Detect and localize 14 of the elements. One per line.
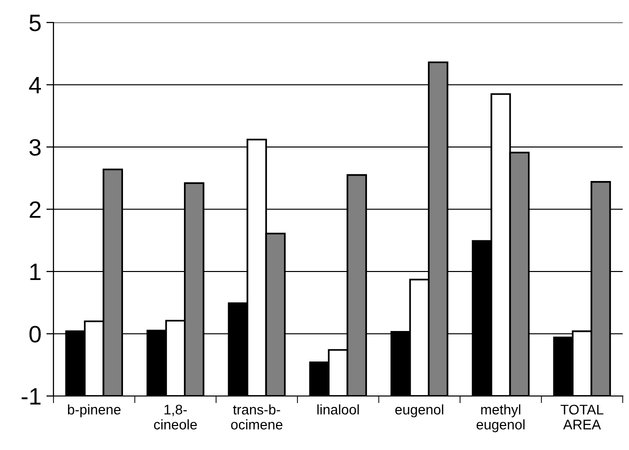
x-tick-label: linalool: [317, 404, 359, 415]
y-tick-label: 5: [29, 14, 41, 32]
x-tick-label: 1,8- cineole: [154, 404, 197, 430]
y-tick-label: 3: [29, 139, 41, 156]
x-tick-label: TOTAL AREA: [560, 404, 604, 430]
x-tick-label: methyl eugenol: [476, 404, 525, 432]
y-tick-label: 4: [29, 77, 41, 94]
y-tick-label: 2: [30, 201, 40, 218]
x-tick-label: trans-b- ocimene: [231, 404, 282, 430]
y-tick-label: -1: [22, 388, 41, 405]
y-tick-label: 1: [30, 264, 41, 280]
x-tick-label: b-pinene: [68, 404, 121, 418]
y-tick-label: 0: [29, 326, 41, 343]
x-tick-label: eugenol: [395, 404, 444, 418]
